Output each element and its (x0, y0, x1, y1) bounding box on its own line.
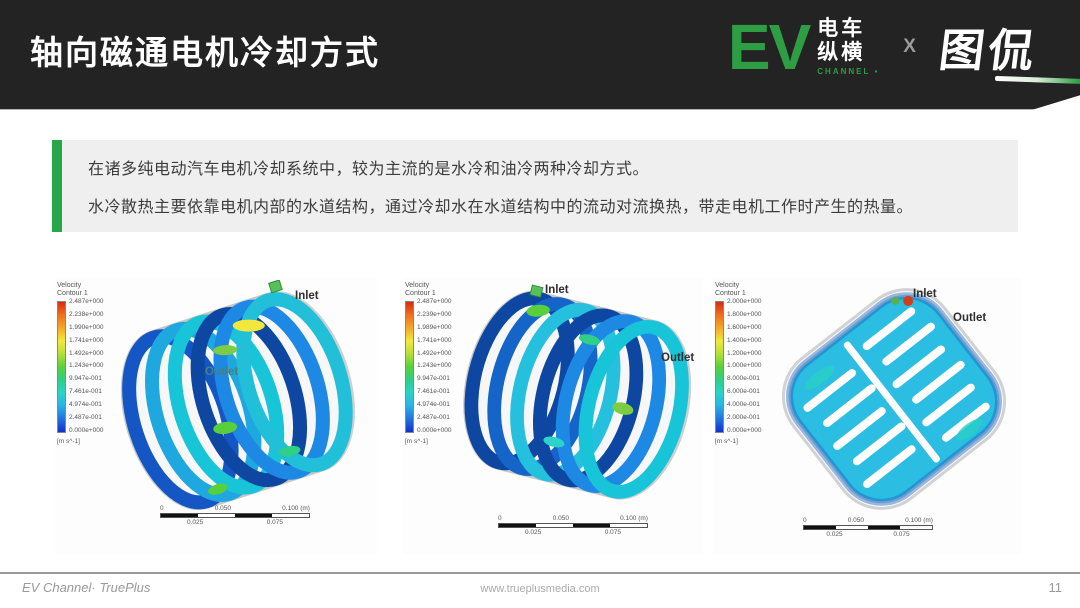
cfd-figure-serpentine: Velocity Contour 1 2.000e+000 1.800e+000 1… (713, 278, 1021, 554)
ev-brand-text: 电车 纵横 CHANNEL ▪ (817, 17, 879, 75)
inlet-label: Inlet (545, 284, 569, 296)
tukan-logo: 图侃 (936, 14, 1080, 86)
outlet-label: Outlet (953, 312, 987, 324)
page-title: 轴向磁通电机冷却方式 (30, 34, 380, 71)
channel-label: CHANNEL ▪ (817, 66, 880, 76)
cfd-figure-spiral-1: Velocity Contour 1 2.487e+000 2.238e+000 1… (55, 278, 377, 554)
colorbar (57, 300, 66, 433)
colorbar (715, 300, 724, 433)
callout-accent-bar (52, 140, 62, 232)
callout-line-1: 在诸多纯电动汽车电机冷却系统中，较为主流的是水冷和油冷两种冷却方式。 (88, 160, 650, 178)
footer-url: www.trueplusmedia.com (480, 583, 600, 595)
footer-brand: EV Channel· TruePlus (22, 580, 151, 595)
cfd-figures-row: Velocity Contour 1 2.487e+000 2.238e+000 1… (0, 278, 1080, 558)
outlet-label: Outlet (661, 352, 695, 364)
scale-ruler: 0 0.050 0.100 (m) 0.025 0.075 (498, 515, 648, 536)
logo-area: EV 电车 纵横 CHANNEL ▪ X 图侃 (727, 10, 1080, 86)
scale-ruler: 0 0.050 0.100 (m) 0.025 0.075 (803, 517, 933, 538)
ev-logo: EV (727, 10, 811, 83)
spiral-channel-contour-image (463, 284, 692, 500)
scale-ruler: 0 0.050 0.100 (m) 0.025 0.075 (160, 505, 310, 526)
cfd-figure-spiral-2: Velocity Contour 1 2.487e+000 2.239e+000 1… (403, 278, 703, 554)
serpentine-channel-contour-image (781, 288, 1007, 510)
colorbar-ticks: 2.000e+000 1.800e+000 1.600e+000 1.400e+000… (727, 297, 762, 435)
colorbar-ticks: 2.487e+000 2.238e+000 1.990e+000 1.741e+000… (69, 297, 104, 435)
colorbar (405, 300, 414, 433)
colorbar-ticks: 2.487e+000 2.239e+000 1.989e+000 1.741e+000… (417, 297, 452, 435)
footer-divider (0, 572, 1080, 574)
spiral-channel-contour-image (120, 280, 355, 511)
callout-box: 在诸多纯电动汽车电机冷却系统中，较为主流的是水冷和油冷两种冷却方式。 水冷散热主… (52, 140, 1018, 232)
inlet-label: Inlet (295, 290, 319, 302)
outlet-label: Outlet (205, 366, 239, 378)
callout-line-2: 水冷散热主要依靠电机内部的水道结构，通过冷却水在水道结构中的流动对流换热，带走电… (88, 199, 914, 217)
velocity-legend: Velocity Contour 1 2.000e+000 1.800e+000 1… (715, 282, 762, 445)
logo-swoosh-icon (994, 75, 1080, 86)
header: 轴向磁通电机冷却方式 EV 电车 纵横 CHANNEL ▪ X 图侃 (0, 0, 1080, 110)
brand-line2: 纵横 (817, 40, 866, 64)
velocity-legend: Velocity Contour 1 2.487e+000 2.238e+000 1… (57, 282, 104, 445)
collab-x-separator: X (903, 35, 916, 57)
velocity-legend: Velocity Contour 1 2.487e+000 2.239e+000 1… (405, 282, 452, 445)
brand-line1: 电车 (817, 17, 866, 41)
page-number: 11 (1048, 580, 1063, 595)
inlet-label: Inlet (913, 288, 937, 300)
